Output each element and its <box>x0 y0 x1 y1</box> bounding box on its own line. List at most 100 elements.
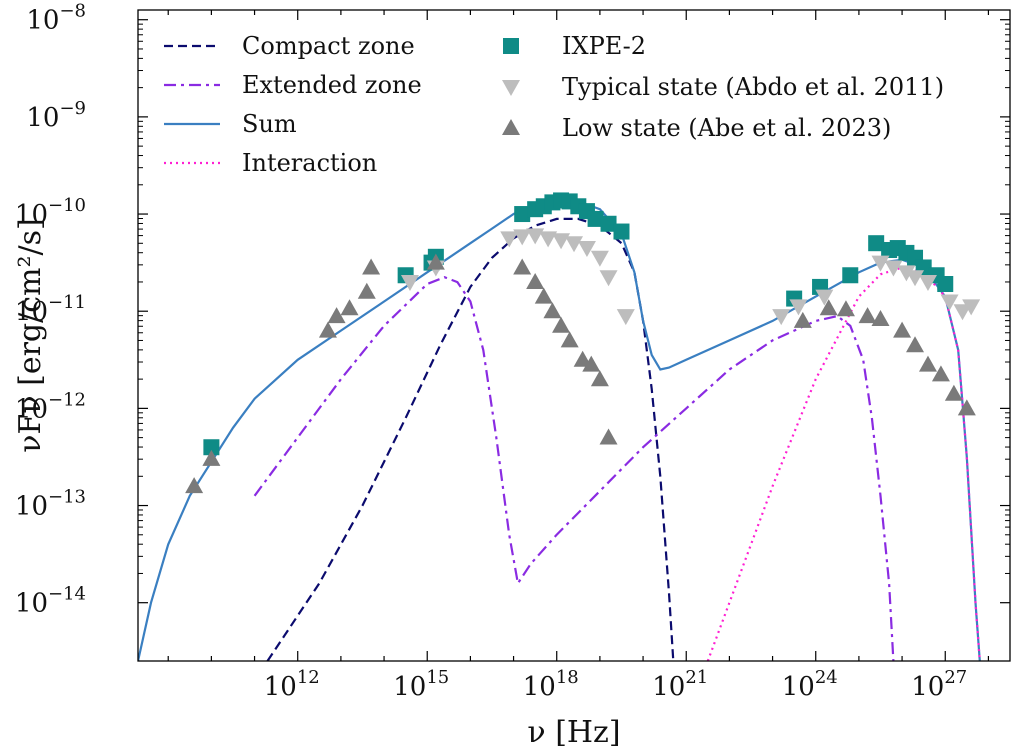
series-line-interaction <box>706 266 981 661</box>
legend: Compact zone Extended zone Sum Interaction I… <box>164 32 944 177</box>
data-point <box>793 311 812 328</box>
data-point <box>871 255 890 272</box>
data-point <box>937 276 954 293</box>
data-point <box>819 299 838 316</box>
series-line-extended-zone <box>253 276 895 661</box>
y-tick-label: 10−12 <box>15 389 86 424</box>
data-point <box>906 270 925 287</box>
plot-area <box>138 192 981 661</box>
legend-swatch <box>503 38 519 54</box>
y-tick-label: 10−13 <box>15 487 86 522</box>
data-point <box>616 309 635 326</box>
data-point <box>884 260 903 277</box>
data-point <box>552 233 571 250</box>
legend-label: Extended zone <box>242 71 422 99</box>
series-points-ixpe-2 <box>203 192 954 456</box>
data-point <box>858 307 877 324</box>
legend-item-compact-zone: Compact zone <box>164 32 415 60</box>
legend-label: Low state (Abe et al. 2023) <box>562 114 891 142</box>
series-line-compact-zone <box>266 217 675 661</box>
data-point <box>513 258 532 275</box>
data-point <box>962 299 981 316</box>
y-tick-label: 10−11 <box>15 292 86 327</box>
data-point <box>590 370 609 387</box>
legend-swatch <box>502 119 520 135</box>
data-point <box>327 307 346 324</box>
data-point <box>789 299 808 316</box>
data-point <box>944 384 963 401</box>
data-point <box>534 287 553 304</box>
data-point <box>577 241 596 258</box>
data-point <box>573 350 592 367</box>
legend-label: Interaction <box>242 149 377 177</box>
data-point <box>599 428 618 445</box>
data-point <box>203 439 220 456</box>
legend-label: Compact zone <box>242 32 415 60</box>
y-axis-title: νFν [erg/cm²/s] <box>13 218 48 452</box>
data-point <box>613 223 630 240</box>
legend-label: IXPE-2 <box>562 32 646 60</box>
axes: 1012 1015 1018 1021 1024 1027 10−8 10−9 10−10 10−… <box>13 1 1011 750</box>
legend-item-low-state-abe-et-al-2023: Low state (Abe et al. 2023) <box>502 114 891 142</box>
x-tick-label: 1027 <box>911 667 967 702</box>
legend-label: Typical state (Abdo et al. 2011) <box>562 73 944 101</box>
data-point <box>514 206 531 223</box>
series-points-low-state-abe-et-al-2023 <box>185 253 976 494</box>
data-point <box>906 336 925 353</box>
x-tick-label: 1012 <box>264 667 320 702</box>
data-point <box>599 270 618 287</box>
legend-item-typical-state-abdo-et-al-2011: Typical state (Abdo et al. 2011) <box>502 73 944 101</box>
x-tick-label: 1015 <box>393 667 449 702</box>
data-point <box>318 321 337 338</box>
data-point <box>539 231 558 248</box>
data-point <box>185 477 204 494</box>
data-point <box>400 275 419 292</box>
data-point <box>500 231 519 248</box>
data-point <box>772 309 791 326</box>
data-point <box>918 355 937 372</box>
legend-label: Sum <box>242 110 297 138</box>
data-point <box>918 275 937 292</box>
data-point <box>871 309 890 326</box>
data-point <box>582 355 601 372</box>
y-tick-label: 10−10 <box>15 195 86 230</box>
data-point <box>600 215 617 232</box>
data-point <box>931 365 950 382</box>
data-point <box>836 300 855 317</box>
legend-item-sum: Sum <box>164 110 297 138</box>
data-point <box>815 289 834 306</box>
data-point <box>842 267 859 284</box>
data-point <box>526 273 545 290</box>
data-point <box>893 321 912 338</box>
data-point <box>513 229 532 246</box>
data-point <box>560 331 579 348</box>
data-point <box>565 236 583 253</box>
data-point <box>587 210 604 227</box>
x-tick-label: 1018 <box>523 667 579 702</box>
x-axis-title: ν [Hz] <box>527 715 620 750</box>
data-point <box>340 299 359 316</box>
x-tick-label: 1024 <box>782 667 838 702</box>
legend-swatch <box>502 80 520 96</box>
y-tick-label: 10−14 <box>15 584 86 619</box>
legend-item-extended-zone: Extended zone <box>164 71 422 99</box>
data-point <box>543 302 562 319</box>
y-tick-label: 10−8 <box>26 1 86 36</box>
x-tick-label: 1021 <box>652 667 708 702</box>
data-point <box>357 282 376 299</box>
data-point <box>897 265 916 282</box>
data-point <box>362 258 381 275</box>
data-point <box>953 304 972 321</box>
legend-item-ixpe-2: IXPE-2 <box>503 32 646 60</box>
legend-item-interaction: Interaction <box>164 149 377 177</box>
y-tick-label: 10−9 <box>26 98 86 133</box>
data-point <box>526 228 545 245</box>
data-point <box>202 449 221 466</box>
data-point <box>940 294 959 311</box>
data-point <box>552 316 571 333</box>
data-point <box>590 250 609 267</box>
data-point <box>957 399 976 416</box>
data-point <box>426 253 445 270</box>
data-point <box>868 235 885 252</box>
